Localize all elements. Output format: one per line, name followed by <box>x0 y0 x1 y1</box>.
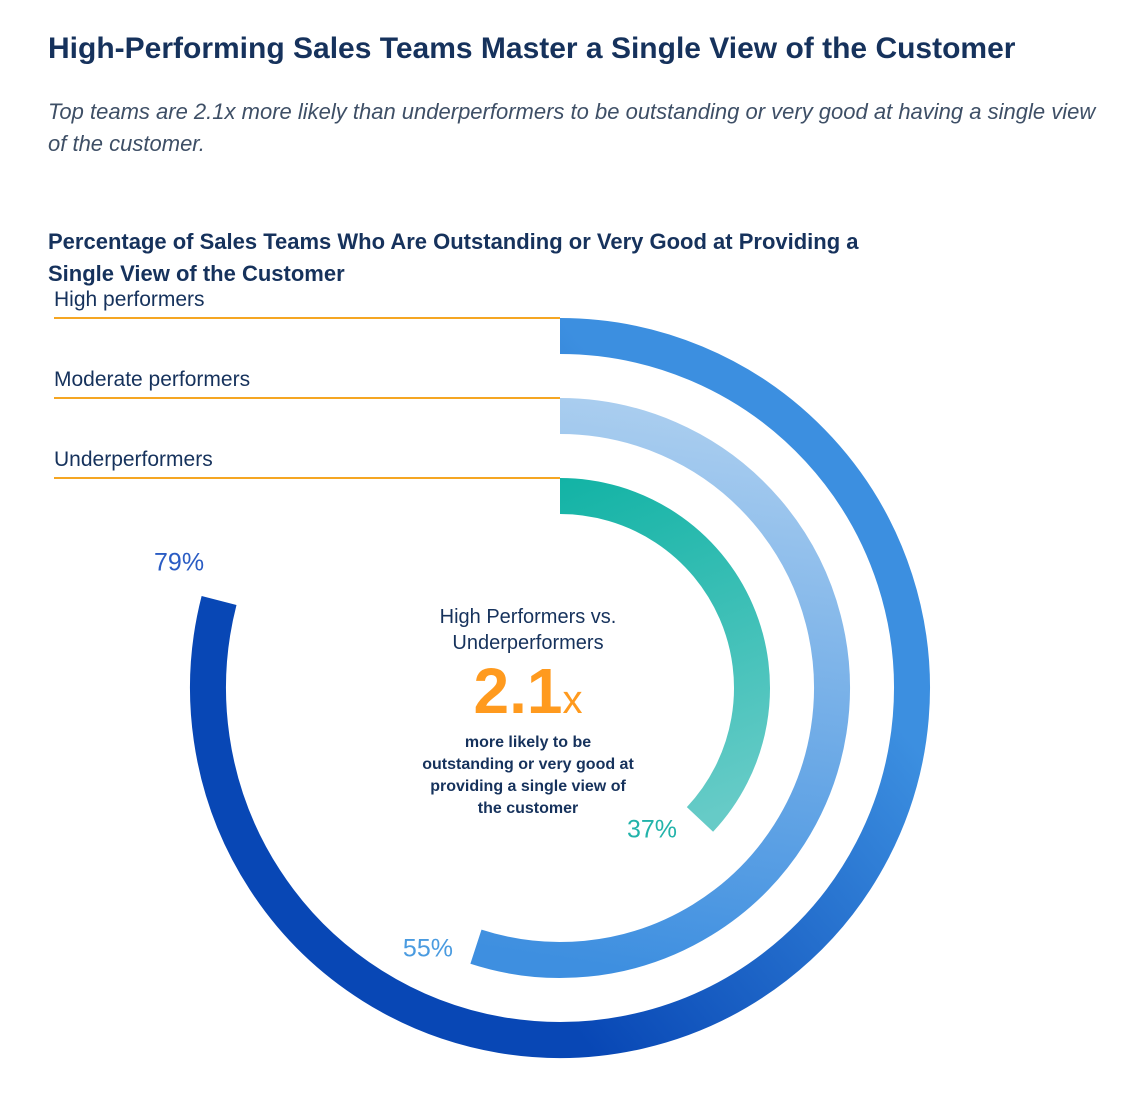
callout-note: more likely to be outstanding or very go… <box>422 734 634 817</box>
series-labels: High performers 79% Moderate performers 55%… <box>54 288 677 963</box>
page-subtitle: Top teams are 2.1x more likely than unde… <box>48 99 1096 156</box>
value-label-high-performers: 79% <box>154 548 204 576</box>
page-title: High-Performing Sales Teams Master a Sin… <box>48 32 1016 65</box>
ratio-suffix: x <box>562 678 583 722</box>
series-name-underperformers: Underperformers <box>54 448 213 471</box>
series-guide-lines <box>54 317 560 479</box>
arc-high-performers <box>190 318 930 1058</box>
chart-title: Percentage of Sales Teams Who Are Outsta… <box>48 229 859 286</box>
callout-ratio: 2.1x <box>378 658 678 724</box>
arc-moderate-performers <box>470 398 850 978</box>
callout-heading-line2: Underperformers <box>452 632 604 654</box>
callout-heading: High Performers vs. Underperformers <box>378 604 678 656</box>
ratio-number: 2.1 <box>473 655 563 727</box>
value-label-underperformers: 37% <box>627 815 677 843</box>
series-name-high-performers: High performers <box>54 288 205 311</box>
series-name-moderate-performers: Moderate performers <box>54 368 250 391</box>
callout-heading-line1: High Performers vs. <box>439 606 617 628</box>
series-arcs <box>190 318 930 1058</box>
value-label-moderate-performers: 55% <box>403 935 453 963</box>
callout: High Performers vs. Underperformers 2.1x… <box>378 604 678 820</box>
arc-underperformers <box>559 478 770 832</box>
